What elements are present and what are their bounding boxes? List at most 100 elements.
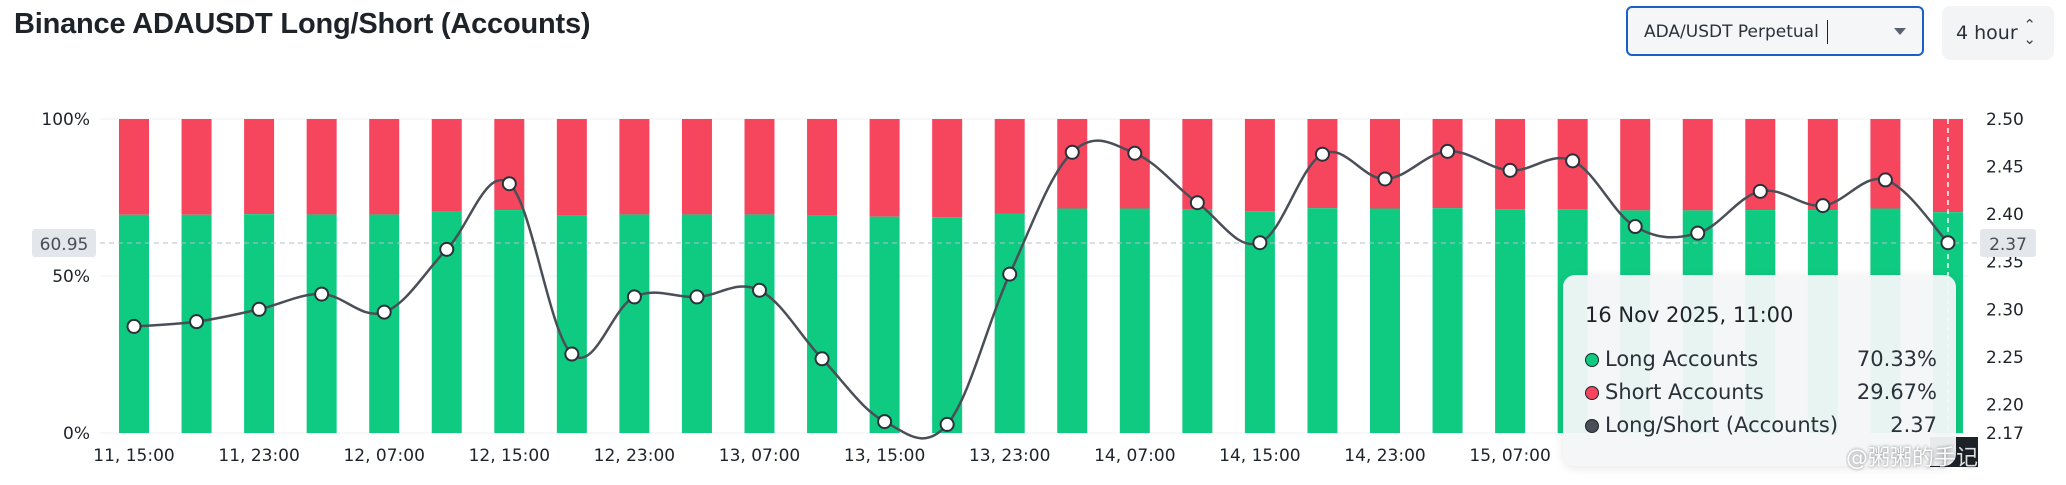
tooltip-label: Long Accounts <box>1605 347 1759 371</box>
right-axis-tick: 2.17 <box>1986 424 2024 444</box>
right-axis-tick: 2.20 <box>1986 395 2024 415</box>
short-bar <box>1682 119 1713 211</box>
left-axis-tick: 50% <box>52 267 90 287</box>
short-bar <box>556 119 587 216</box>
short-bar <box>1432 119 1463 209</box>
right-axis-tick: 2.40 <box>1986 205 2024 225</box>
right-axis-tick: 2.30 <box>1986 300 2024 320</box>
short-bar <box>744 119 775 215</box>
short-bar <box>1244 119 1275 212</box>
long-bar <box>1432 208 1463 433</box>
ratio-point <box>1002 266 1018 282</box>
short-bar <box>1807 119 1838 211</box>
chart-tooltip: 16 Nov 2025, 11:00 Long Accounts 70.33% … <box>1563 275 1956 466</box>
long-bar <box>1495 209 1526 433</box>
tooltip-value: 70.33% <box>1856 347 1937 371</box>
long-bar <box>369 214 400 433</box>
tooltip-label: Short Accounts <box>1605 380 1764 404</box>
ratio-point <box>376 304 392 320</box>
long-bar <box>1057 208 1088 433</box>
long-bar <box>1182 209 1213 433</box>
ratio-point <box>1752 183 1768 199</box>
ratio-point <box>689 289 705 305</box>
ratio-point <box>1815 198 1831 214</box>
x-axis-tick: 12, 07:00 <box>343 446 424 466</box>
x-axis-tick: 13, 23:00 <box>969 446 1050 466</box>
x-axis-tick: 13, 15:00 <box>844 446 925 466</box>
ratio-point <box>1064 144 1080 160</box>
x-axis-tick: 14, 23:00 <box>1344 446 1425 466</box>
ratio-point <box>814 351 830 367</box>
tooltip-value: 2.37 <box>1890 413 1937 437</box>
short-bar <box>306 119 337 215</box>
tooltip-row-ratio: Long/Short (Accounts) 2.37 <box>1585 413 1937 441</box>
ratio-point <box>501 176 517 192</box>
ratio-point <box>1502 162 1518 178</box>
x-axis-tick: 14, 15:00 <box>1219 446 1300 466</box>
short-bar <box>807 119 838 216</box>
right-axis-tick: 2.50 <box>1986 110 2024 130</box>
ratio-point <box>752 282 767 298</box>
short-bar <box>1370 119 1400 209</box>
ratio-legend-dot <box>1585 419 1599 433</box>
page-title: Binance ADAUSDT Long/Short (Accounts) <box>14 8 591 40</box>
short-bar <box>1620 119 1651 211</box>
tooltip-date: 16 Nov 2025, 11:00 <box>1585 303 1794 327</box>
long-bar <box>556 215 587 433</box>
tooltip-row-short: Short Accounts 29.67% <box>1585 380 1937 408</box>
chevron-down-icon[interactable] <box>1894 28 1906 35</box>
ratio-point <box>1440 143 1456 159</box>
long-bar <box>744 214 775 433</box>
short-bar <box>1119 119 1150 209</box>
long-legend-dot <box>1585 353 1599 367</box>
long-bar <box>306 214 337 433</box>
ratio-point <box>1189 195 1205 211</box>
left-axis-tick: 0% <box>63 424 90 444</box>
short-bar <box>431 119 462 212</box>
ratio-point <box>189 314 205 330</box>
x-axis-tick: 12, 15:00 <box>469 446 550 466</box>
short-legend-dot <box>1585 386 1599 400</box>
short-bar <box>681 119 712 215</box>
long-bar <box>619 214 650 433</box>
crosshair-right-badge <box>1980 229 2036 257</box>
interval-select-value: 4 hour <box>1956 22 2018 44</box>
short-bar <box>244 119 275 215</box>
long-bar <box>807 215 838 433</box>
up-down-arrows-icon[interactable]: ⌃ ⌄ <box>2023 16 2036 48</box>
short-bar <box>1870 119 1901 209</box>
long-bar <box>932 217 963 433</box>
short-bar <box>369 119 400 215</box>
ratio-point <box>1377 171 1393 187</box>
short-bar <box>994 119 1025 214</box>
long-bar <box>1119 208 1150 433</box>
ratio-point <box>1690 225 1706 241</box>
ratio-point <box>314 286 330 302</box>
x-axis-tick: 11, 15:00 <box>93 446 174 466</box>
watermark: @粥粥的手记 <box>1846 446 1979 471</box>
ratio-point <box>626 289 642 305</box>
ratio-point <box>1627 219 1643 235</box>
tooltip-label: Long/Short (Accounts) <box>1605 413 1839 437</box>
ratio-point <box>126 318 142 334</box>
ratio-point <box>564 346 580 362</box>
short-bar <box>932 119 963 218</box>
crosshair-left-label: 60.95 <box>40 235 89 255</box>
ratio-point <box>1314 146 1330 162</box>
short-bar <box>619 119 650 215</box>
long-bar <box>1370 208 1400 433</box>
short-bar <box>119 119 149 215</box>
text-caret <box>1827 20 1828 44</box>
short-bar <box>494 119 525 211</box>
long-bar <box>494 210 525 433</box>
ratio-point <box>1940 235 1956 251</box>
ratio-point <box>1565 153 1581 169</box>
left-axis-tick: 100% <box>41 110 90 130</box>
right-axis-tick: 2.25 <box>1986 348 2024 368</box>
x-axis-tick: 12, 23:00 <box>594 446 675 466</box>
symbol-select[interactable]: ADA/USDT Perpetual <box>1626 6 1924 56</box>
ratio-point <box>1127 145 1143 161</box>
interval-select[interactable]: 4 hour ⌃ ⌄ <box>1942 6 2054 60</box>
ratio-point <box>439 241 455 257</box>
